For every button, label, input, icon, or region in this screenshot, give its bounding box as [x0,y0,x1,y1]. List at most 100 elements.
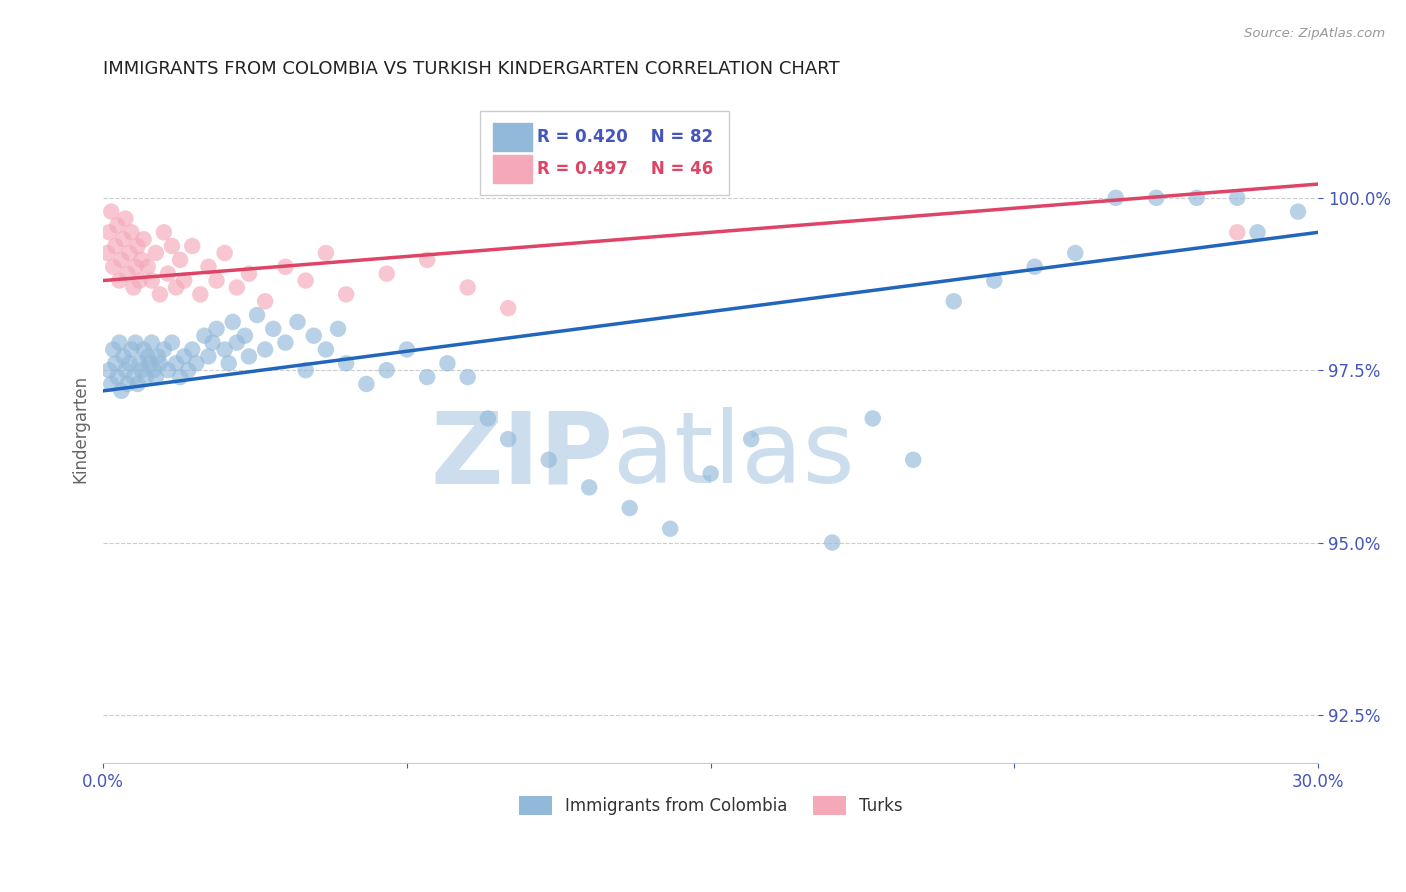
Point [122,370,145,384]
Point [375,363,398,377]
Point [395,343,418,357]
Point [141,335,163,350]
Point [1226,225,1249,239]
Point [156,363,179,377]
Point [1246,225,1268,239]
Point [127,239,149,253]
Point [103,343,125,357]
Point [477,411,499,425]
Point [118,246,141,260]
Point [156,267,179,281]
Point [136,350,159,364]
Point [302,328,325,343]
Point [315,343,337,357]
Point [122,280,145,294]
Point [821,535,844,549]
Point [127,376,149,391]
Point [146,350,169,364]
Point [254,294,277,309]
Point [103,260,125,274]
Point [942,294,965,309]
Point [145,246,167,260]
Point [1024,260,1046,274]
Point [110,252,132,267]
Point [699,467,721,481]
Point [131,363,153,377]
Point [436,356,458,370]
Point [233,328,256,343]
Point [108,274,131,288]
Point [181,239,204,253]
Point [112,232,135,246]
Point [496,301,519,315]
Point [104,239,127,253]
Point [1064,246,1087,260]
Point [112,350,135,364]
Point [145,370,167,384]
Point [124,335,146,350]
Point [132,343,155,357]
Point [214,343,236,357]
Point [1286,204,1309,219]
Point [201,335,224,350]
Point [1105,191,1128,205]
Point [218,356,240,370]
Point [356,376,378,391]
Point [294,274,316,288]
Point [98,363,121,377]
Point [117,376,139,391]
Point [132,232,155,246]
Point [197,260,219,274]
Point [659,522,682,536]
Point [114,363,136,377]
FancyBboxPatch shape [494,122,531,151]
Point [165,280,187,294]
Point [274,260,297,274]
Text: R = 0.497    N = 46: R = 0.497 N = 46 [537,160,713,178]
Point [416,252,439,267]
Point [153,343,176,357]
Point [131,252,153,267]
Point [193,328,215,343]
Point [100,376,122,391]
Point [205,322,228,336]
Point [177,363,200,377]
Point [124,260,146,274]
Point [121,225,143,239]
Point [105,219,128,233]
Point [141,274,163,288]
Point [138,356,160,370]
Point [181,343,204,357]
Point [619,501,641,516]
Point [136,260,159,274]
Point [128,356,150,370]
Point [118,356,141,370]
Text: ZIP: ZIP [430,407,613,504]
Point [294,363,316,377]
Point [238,267,260,281]
Text: Source: ZipAtlas.com: Source: ZipAtlas.com [1244,27,1385,40]
Point [457,280,479,294]
Point [100,204,122,219]
Point [416,370,439,384]
Point [135,370,157,384]
Point [104,356,127,370]
Point [153,225,176,239]
Point [117,267,139,281]
Point [165,356,187,370]
FancyBboxPatch shape [494,154,531,183]
Point [335,287,357,301]
Point [225,335,247,350]
FancyBboxPatch shape [479,112,728,194]
Point [903,452,925,467]
Point [862,411,884,425]
Point [188,287,211,301]
Point [262,322,284,336]
Point [142,363,165,377]
Point [205,274,228,288]
Point [222,315,245,329]
Point [287,315,309,329]
Point [983,274,1005,288]
Point [740,432,762,446]
Point [105,370,128,384]
